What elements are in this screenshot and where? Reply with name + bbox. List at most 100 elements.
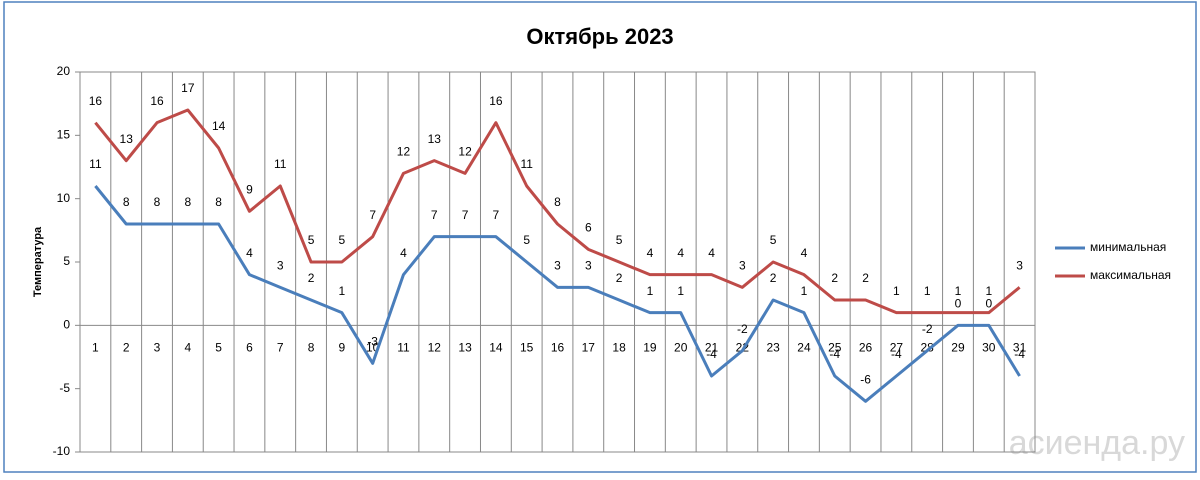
data-label: 7 <box>369 208 376 222</box>
data-label: 8 <box>184 195 191 209</box>
data-label: 3 <box>277 259 284 273</box>
data-label: 14 <box>212 119 226 133</box>
data-label: 16 <box>150 94 164 108</box>
x-tick-label: 29 <box>951 341 965 355</box>
x-tick-label: 15 <box>520 341 534 355</box>
x-tick-label: 5 <box>215 341 222 355</box>
data-label: 3 <box>739 259 746 273</box>
data-label: 12 <box>458 145 472 159</box>
x-tick-label: 11 <box>397 341 410 355</box>
x-tick-label: 27 <box>890 341 904 355</box>
x-tick-label: 26 <box>859 341 873 355</box>
watermark: асиенда.ру <box>1009 424 1185 462</box>
data-label: 16 <box>89 94 103 108</box>
series-line <box>94 108 1021 315</box>
data-label: 4 <box>708 246 715 260</box>
x-tick-label: 18 <box>612 341 626 355</box>
data-label: 16 <box>489 94 503 108</box>
data-label: 7 <box>431 208 438 222</box>
x-tick-label: 23 <box>766 341 780 355</box>
data-label: 1 <box>801 284 808 298</box>
x-tick-label: 28 <box>920 341 934 355</box>
data-label: -2 <box>922 322 933 336</box>
data-label: 8 <box>123 195 130 209</box>
data-label: 11 <box>520 157 533 171</box>
x-tick-label: 14 <box>489 341 503 355</box>
data-label: 8 <box>215 195 222 209</box>
data-label: 5 <box>770 233 777 247</box>
x-tick-label: 3 <box>154 341 161 355</box>
data-label: 8 <box>154 195 161 209</box>
data-label: 1 <box>893 284 900 298</box>
data-label: 2 <box>862 271 869 285</box>
data-label: 3 <box>585 259 592 273</box>
data-label: 5 <box>616 233 623 247</box>
legend-label: максимальная <box>1090 268 1171 282</box>
chart-frame <box>3 1 1197 473</box>
data-label: 2 <box>831 271 838 285</box>
data-label: 5 <box>308 233 315 247</box>
x-tick-label: 1 <box>92 341 99 355</box>
data-label: 1 <box>924 284 931 298</box>
data-label: 1 <box>955 284 962 298</box>
x-tick-label: 31 <box>1013 341 1027 355</box>
x-tick-label: 19 <box>643 341 657 355</box>
data-label: 5 <box>339 233 346 247</box>
x-tick-label: 30 <box>982 341 996 355</box>
data-label: -4 <box>829 347 840 361</box>
data-label: -3 <box>367 335 378 349</box>
data-label: 3 <box>554 259 561 273</box>
x-tick-label: 8 <box>308 341 315 355</box>
data-label: -6 <box>860 373 871 387</box>
y-tick-label: 15 <box>57 128 71 142</box>
x-tick-label: 2 <box>123 341 130 355</box>
data-label: 4 <box>400 246 407 260</box>
data-label: 7 <box>493 208 500 222</box>
data-label: 12 <box>397 145 411 159</box>
x-tick-label: 9 <box>339 341 346 355</box>
y-tick-label: 0 <box>63 318 70 332</box>
data-label: -4 <box>891 347 902 361</box>
data-label: -2 <box>737 322 748 336</box>
x-tick-label: 6 <box>246 341 253 355</box>
x-tick-label: 21 <box>705 341 719 355</box>
data-label: 11 <box>89 157 102 171</box>
x-tick-label: 25 <box>828 341 842 355</box>
data-label: 8 <box>554 195 561 209</box>
data-label: 3 <box>1016 259 1023 273</box>
data-label: 4 <box>246 246 253 260</box>
series-line <box>94 185 1021 403</box>
x-tick-label: 13 <box>458 341 472 355</box>
data-label: 13 <box>428 132 442 146</box>
data-label: 2 <box>770 271 777 285</box>
y-tick-label: 5 <box>63 254 70 268</box>
x-tick-label: 20 <box>674 341 688 355</box>
y-tick-label: -10 <box>53 444 71 458</box>
data-label: 4 <box>647 246 654 260</box>
y-tick-label: 20 <box>57 64 71 78</box>
x-tick-label: 7 <box>277 341 284 355</box>
x-tick-label: 12 <box>428 341 442 355</box>
data-label: 9 <box>246 183 253 197</box>
y-tick-label: -5 <box>59 381 70 395</box>
data-label: 0 <box>955 297 962 311</box>
y-axis-label: Температура <box>32 226 44 297</box>
x-tick-label: 4 <box>184 341 191 355</box>
data-label: 4 <box>677 246 684 260</box>
chart-title: Октябрь 2023 <box>526 24 673 49</box>
x-tick-label: 16 <box>551 341 565 355</box>
data-label: 2 <box>616 271 623 285</box>
x-tick-label: 24 <box>797 341 811 355</box>
data-label: 5 <box>523 233 530 247</box>
data-label: 7 <box>462 208 469 222</box>
data-label: 4 <box>801 246 808 260</box>
data-label: 1 <box>339 284 346 298</box>
data-label: -4 <box>706 347 717 361</box>
legend-label: минимальная <box>1090 240 1166 254</box>
x-tick-label: 17 <box>582 341 596 355</box>
data-label: 13 <box>120 132 134 146</box>
data-label: 17 <box>181 81 195 95</box>
y-tick-label: 10 <box>57 191 71 205</box>
